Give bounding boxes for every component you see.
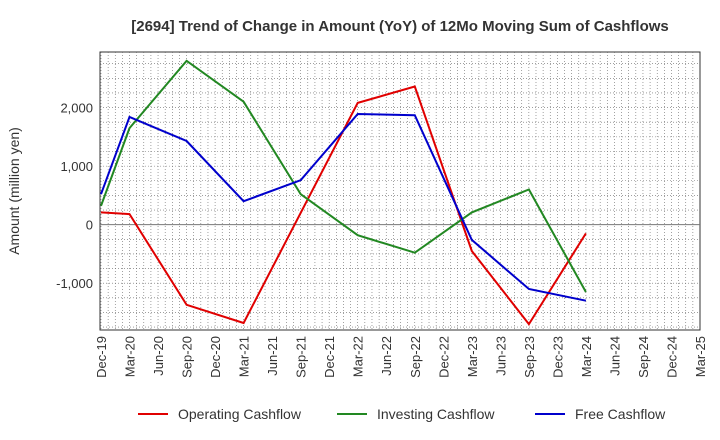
y-tick-label: 1,000 (60, 159, 93, 174)
legend: Operating Cashflow Investing Cashflow Free… (138, 406, 666, 422)
x-tick-label: Sep-20 (180, 336, 195, 378)
x-tick-label: Mar-22 (351, 336, 366, 377)
y-tick-labels: -1,000 0 1,000 2,000 (56, 101, 93, 292)
series-line-investing-cashflow (100, 59, 587, 293)
x-tick-label: Mar-21 (237, 336, 252, 377)
chart-title: [2694] Trend of Change in Amount (YoY) o… (131, 18, 669, 35)
x-tick-label: Sep-22 (408, 336, 423, 378)
x-tick-label: Sep-21 (294, 336, 309, 378)
x-tick-label: Dec-23 (550, 336, 565, 378)
x-tick-label: Jun-24 (607, 336, 622, 376)
x-tick-label: Dec-19 (94, 336, 109, 378)
x-tick-label: Sep-24 (636, 336, 651, 378)
x-tick-label: Dec-20 (208, 336, 223, 378)
x-tick-label: Jun-20 (151, 336, 166, 376)
grid-lines (100, 52, 700, 330)
y-axis-label: Amount (million yen) (6, 127, 22, 255)
x-tick-label: Mar-23 (465, 336, 480, 377)
series-line-operating-cashflow (100, 85, 587, 326)
x-tick-label: Jun-21 (265, 336, 280, 376)
x-tick-label: Sep-23 (522, 336, 537, 378)
legend-label: Investing Cashflow (377, 406, 495, 422)
y-tick-label: 2,000 (60, 101, 93, 116)
legend-label: Free Cashflow (575, 406, 666, 422)
series-lines (100, 59, 587, 326)
y-tick-label: -1,000 (56, 276, 93, 291)
x-tick-label: Mar-20 (123, 336, 138, 377)
x-tick-label: Dec-21 (322, 336, 337, 378)
legend-label: Operating Cashflow (178, 406, 302, 422)
x-tick-labels: Dec-19 Mar-20 Jun-20 Sep-20 Dec-20 Mar-21 Jun-… (94, 336, 708, 378)
x-tick-label: Jun-22 (379, 336, 394, 376)
x-tick-label: Mar-24 (579, 336, 594, 377)
y-tick-label: 0 (86, 218, 93, 233)
x-tick-label: Dec-24 (664, 336, 679, 378)
x-tick-label: Mar-25 (693, 336, 708, 377)
series-line-free-cashflow (100, 112, 587, 302)
x-tick-label: Jun-23 (493, 336, 508, 376)
x-tick-label: Dec-22 (436, 336, 451, 378)
plot-area (99, 51, 701, 331)
